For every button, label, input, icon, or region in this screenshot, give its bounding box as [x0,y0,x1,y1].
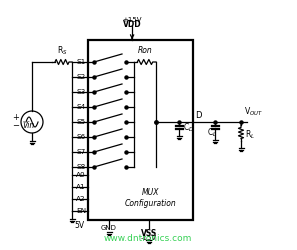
Text: S2: S2 [77,74,86,80]
Text: R$_L$: R$_L$ [245,129,255,141]
Text: -15V: -15V [141,235,157,241]
Text: R$_S$: R$_S$ [57,44,67,57]
Text: +: + [12,114,19,122]
Text: GND: GND [101,225,117,231]
Text: A2: A2 [76,196,86,202]
Text: +15V: +15V [122,17,142,23]
Text: S8: S8 [77,164,86,170]
Text: MUX
Configuration: MUX Configuration [125,188,177,208]
Bar [88,40,193,220]
Text: Vin: Vin [23,120,35,130]
Text: S3: S3 [77,89,86,95]
Text: S5: S5 [77,119,86,125]
Text: Ron: Ron [138,46,152,55]
Text: A0: A0 [76,172,86,178]
Text: S1: S1 [77,59,86,65]
Text: S7: S7 [77,149,86,155]
Text: S4: S4 [77,104,86,110]
Text: 5V: 5V [74,221,84,230]
Text: www.dntronics.com: www.dntronics.com [104,234,192,243]
Text: V$_{OUT}$: V$_{OUT}$ [244,106,263,118]
Text: D: D [195,111,201,120]
Text: S6: S6 [77,134,86,140]
Text: VSS: VSS [141,229,157,238]
Text: VDD: VDD [123,20,141,29]
Text: C$_L$: C$_L$ [207,127,217,139]
Text: −: − [12,122,19,130]
Text: A1: A1 [76,184,86,190]
Text: C$_D$: C$_D$ [183,122,194,134]
Text: EN: EN [76,208,86,214]
